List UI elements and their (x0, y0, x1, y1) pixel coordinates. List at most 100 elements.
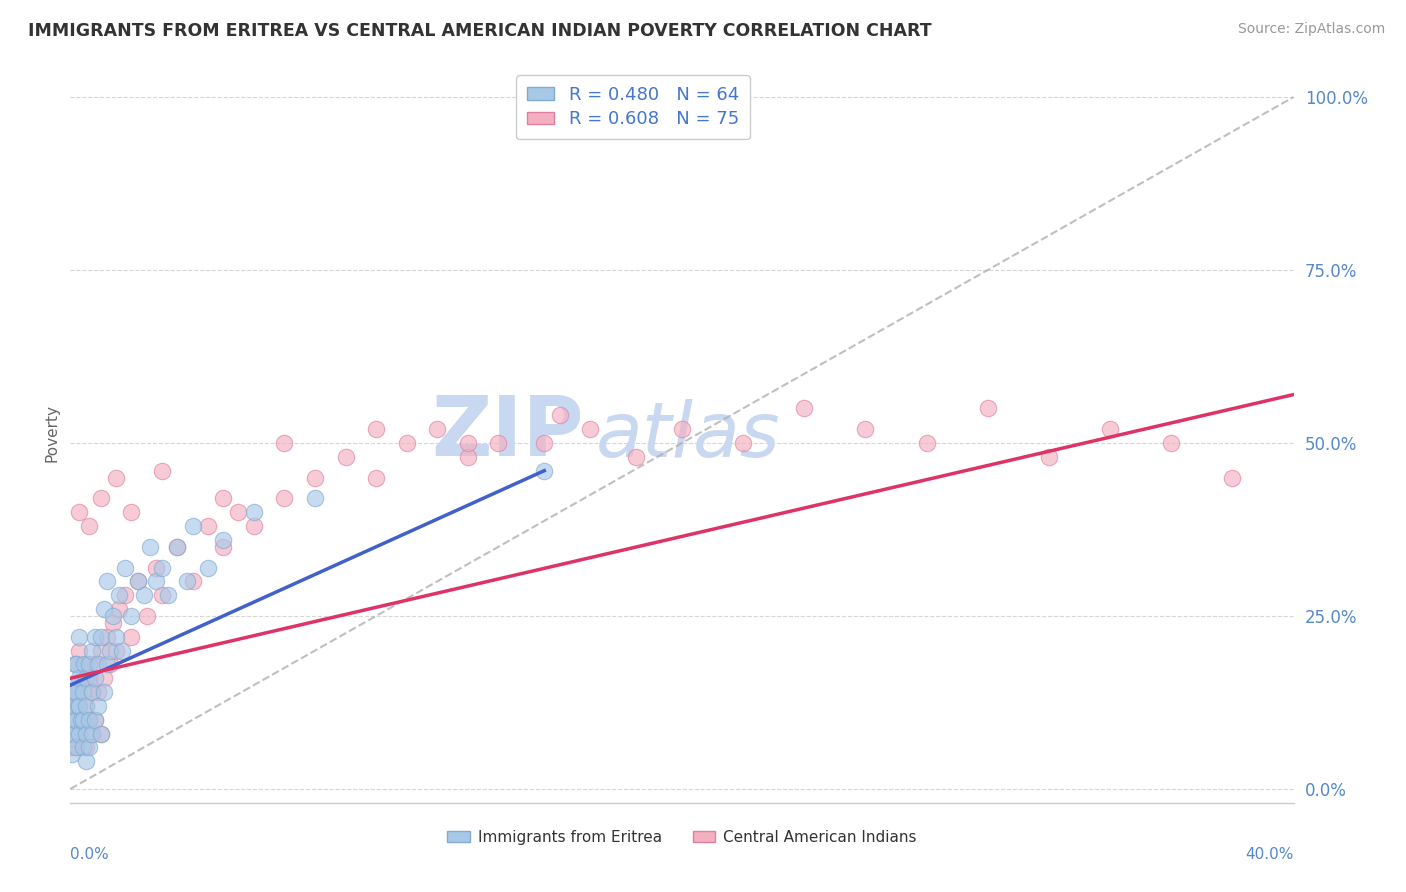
Point (65, 657, 87, 672)
Point (1220, 470, 1243, 484)
Point (75, 671, 97, 685)
Point (65, 740, 87, 755)
Point (121, 609, 143, 624)
Point (139, 540, 162, 554)
Point (75, 698, 97, 713)
Point (132, 588, 155, 602)
Point (90, 726, 112, 740)
Point (212, 533, 235, 547)
Point (1038, 450, 1060, 464)
Point (93, 685, 115, 699)
Point (127, 574, 149, 589)
Point (488, 436, 510, 450)
Point (75, 726, 97, 740)
Point (671, 422, 693, 436)
Point (733, 436, 755, 450)
Text: IMMIGRANTS FROM ERITREA VS CENTRAL AMERICAN INDIAN POVERTY CORRELATION CHART: IMMIGRANTS FROM ERITREA VS CENTRAL AMERI… (28, 22, 932, 40)
Point (83, 671, 105, 685)
Point (105, 643, 128, 657)
Point (75, 657, 97, 672)
Point (70, 713, 93, 727)
Point (75, 740, 97, 755)
Point (166, 540, 188, 554)
Point (80, 685, 103, 699)
Point (77, 519, 100, 533)
Point (145, 574, 167, 589)
Point (87, 698, 110, 713)
Point (87, 657, 110, 672)
Point (72, 671, 94, 685)
Point (63, 726, 86, 740)
Point (1099, 422, 1122, 436)
Point (63, 657, 86, 672)
Point (212, 540, 235, 554)
Point (62, 698, 84, 713)
Point (83, 630, 105, 644)
Point (671, 103, 693, 118)
Point (62, 713, 84, 727)
Point (457, 436, 479, 450)
Point (548, 409, 571, 423)
Point (90, 643, 112, 657)
Point (197, 519, 219, 533)
Point (395, 436, 418, 450)
Point (793, 401, 815, 416)
Point (83, 713, 105, 727)
Point (855, 422, 877, 436)
Point (73, 657, 96, 672)
Point (304, 470, 326, 484)
Point (243, 505, 266, 519)
Point (69, 671, 91, 685)
Point (69, 698, 91, 713)
Point (101, 615, 124, 630)
Point (60, 740, 83, 755)
Point (69, 685, 91, 699)
Point (108, 588, 131, 602)
Text: 40.0%: 40.0% (1246, 847, 1294, 863)
Point (145, 560, 167, 574)
Point (62, 713, 84, 727)
Point (181, 519, 204, 533)
Point (98, 657, 121, 672)
Point (976, 401, 998, 416)
Point (65, 698, 87, 713)
Point (90, 491, 112, 506)
Point (212, 491, 235, 506)
Point (75, 754, 97, 768)
Point (304, 491, 326, 506)
Point (83, 713, 105, 727)
Point (366, 470, 388, 484)
Point (150, 560, 173, 574)
Point (105, 470, 128, 484)
Point (77, 657, 100, 672)
Point (69, 643, 91, 657)
Point (150, 588, 173, 602)
Text: Source: ZipAtlas.com: Source: ZipAtlas.com (1237, 22, 1385, 37)
Point (72, 685, 94, 699)
Point (114, 560, 136, 574)
Point (65, 685, 87, 699)
Point (69, 505, 91, 519)
Point (366, 422, 388, 436)
Point (121, 505, 143, 519)
Point (77, 740, 100, 755)
Point (98, 643, 121, 657)
Point (533, 464, 555, 478)
Point (457, 450, 479, 464)
Point (114, 588, 136, 602)
Legend: Immigrants from Eritrea, Central American Indians: Immigrants from Eritrea, Central America… (441, 823, 922, 851)
Point (150, 464, 173, 478)
Point (75, 698, 97, 713)
Point (108, 602, 131, 616)
Point (273, 436, 295, 450)
Point (197, 560, 219, 574)
Point (533, 436, 555, 450)
Point (65, 657, 87, 672)
Point (66, 698, 89, 713)
Point (69, 726, 91, 740)
Point (69, 630, 91, 644)
Point (83, 657, 105, 672)
Point (72, 740, 94, 755)
Point (77, 713, 100, 727)
Point (80, 685, 103, 699)
